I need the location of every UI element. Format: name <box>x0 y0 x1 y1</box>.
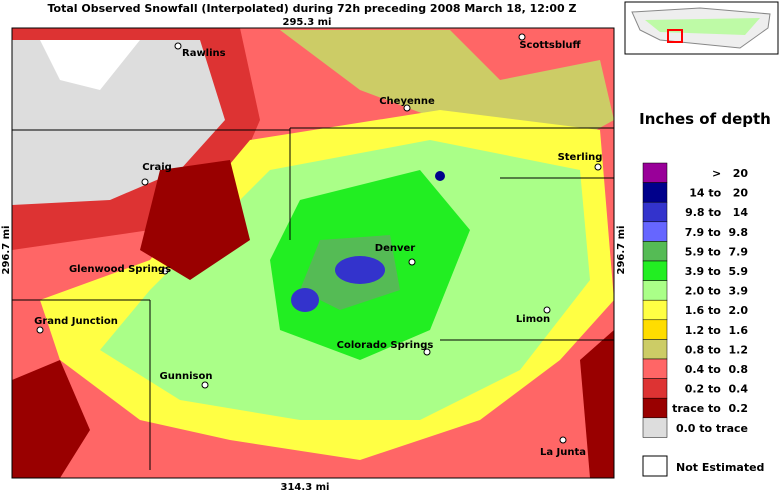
city-label: Gunnison <box>160 371 213 382</box>
legend-swatch <box>642 201 668 223</box>
city-label: Scottsbluff <box>519 40 581 51</box>
legend-label: > 20 <box>712 167 748 180</box>
city-label: Colorado Springs <box>337 340 434 351</box>
legend-title: Inches of depth <box>639 110 771 128</box>
cities: Rawlins Scottsbluff Cheyenne Craig Sterling D… <box>34 33 603 458</box>
city-marker <box>408 258 416 266</box>
legend-label: 14 to 20 <box>689 187 748 200</box>
scale-bottom: 314.3 mi <box>281 482 330 493</box>
city-label: Denver <box>375 243 416 254</box>
city-marker <box>518 33 526 41</box>
legend-swatch <box>642 299 668 321</box>
city-label: Sterling <box>558 152 603 163</box>
legend-label: 3.9 to 5.9 <box>685 265 748 278</box>
legend-swatch <box>642 241 668 262</box>
not-estimated-label: Not Estimated <box>676 461 764 474</box>
legend: > 20 14 to 20 9.8 to 14 7.9 to 9.8 5.9 to 7.… <box>642 162 749 438</box>
legend-swatch <box>642 319 668 340</box>
legend-label: 5.9 to 7.9 <box>685 245 748 258</box>
legend-label: 1.2 to 1.6 <box>685 324 749 337</box>
legend-swatch <box>642 162 668 183</box>
legend-label: 0.4 to 0.8 <box>685 363 748 376</box>
legend-swatch <box>642 182 668 203</box>
city-label: Cheyenne <box>379 96 435 107</box>
scale-right: 296.7 mi <box>616 226 627 275</box>
city-marker <box>543 306 551 314</box>
legend-label: 2.0 to 3.9 <box>685 285 748 298</box>
legend-label: 0.8 to 1.2 <box>685 343 748 356</box>
city-label: Rawlins <box>182 48 226 59</box>
legend-title-text: Inches of depth <box>639 110 771 128</box>
legend-label: trace to 0.2 <box>672 402 748 415</box>
city-label: Grand Junction <box>34 316 118 327</box>
legend-swatch <box>642 358 668 379</box>
city-label: Limon <box>516 314 550 325</box>
city-label: La Junta <box>540 447 586 458</box>
city-marker <box>559 436 567 444</box>
city-marker <box>423 348 431 356</box>
scale-left: 296.7 mi <box>1 226 12 275</box>
scale-top: 295.3 mi <box>283 17 332 28</box>
legend-swatch <box>642 378 668 399</box>
legend-swatch <box>642 417 668 438</box>
legend-swatch <box>642 280 668 301</box>
city-label: Craig <box>142 162 172 173</box>
city-marker <box>403 104 411 112</box>
city-label: Glenwood Springs <box>69 264 171 275</box>
legend-label: 0.0 to trace <box>676 422 748 435</box>
legend-swatch <box>642 397 668 419</box>
legend-label: 9.8 to 14 <box>685 206 748 219</box>
legend-swatch <box>642 221 668 242</box>
city-marker <box>36 326 44 334</box>
city-marker <box>594 163 602 171</box>
legend-label: 7.9 to 9.8 <box>685 226 748 239</box>
map <box>11 27 615 479</box>
not-estimated-swatch <box>642 455 668 477</box>
title: Total Observed Snowfall (Interpolated) d… <box>48 2 577 15</box>
legend-swatch <box>642 260 668 281</box>
legend-label: 0.2 to 0.4 <box>685 383 749 396</box>
city-marker <box>174 42 182 50</box>
city-marker <box>141 178 149 186</box>
legend-label: 1.6 to 2.0 <box>685 304 749 317</box>
legend-swatch <box>642 339 668 360</box>
inset-map <box>624 1 779 55</box>
city-marker <box>161 267 169 275</box>
city-marker <box>201 381 209 389</box>
